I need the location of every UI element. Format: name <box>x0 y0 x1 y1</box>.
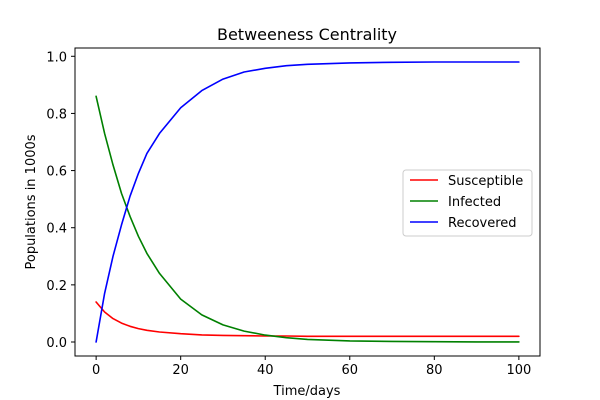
x-tick-label: 40 <box>257 363 274 378</box>
series-layer <box>95 61 520 343</box>
legend-label-infected: Infected <box>448 195 501 210</box>
legend-box <box>402 169 533 237</box>
series-line-susceptible <box>95 301 520 338</box>
y-tick-label: 0.2 <box>46 279 67 294</box>
series-line-recovered <box>95 61 520 343</box>
y-tick-label: 0.8 <box>46 107 67 122</box>
chart-title: Betweeness Centrality <box>217 25 397 44</box>
x-tick-label: 80 <box>426 363 443 378</box>
x-axis-label: Time/days <box>273 384 341 399</box>
x-tick-label: 0 <box>92 363 100 378</box>
x-axis: 0 20 40 60 80 100 <box>92 356 531 378</box>
x-tick-label: 20 <box>172 363 189 378</box>
y-tick-label: 0.4 <box>46 222 67 237</box>
series-line-infected <box>95 95 520 343</box>
y-axis-label: Populations in 1000s <box>24 134 39 269</box>
y-tick-label: 0.6 <box>46 165 67 180</box>
legend-label-susceptible: Susceptible <box>448 174 523 189</box>
legend-label-recovered: Recovered <box>448 216 517 231</box>
y-tick-label: 1.0 <box>46 50 67 65</box>
x-tick-label: 100 <box>506 363 531 378</box>
x-tick-label: 60 <box>341 363 358 378</box>
legend: Susceptible Infected Recovered <box>402 169 533 237</box>
y-tick-label: 0.0 <box>46 336 67 351</box>
plot-area-frame <box>74 47 541 357</box>
y-axis: 0.0 0.2 0.4 0.6 0.8 1.0 <box>46 50 75 351</box>
